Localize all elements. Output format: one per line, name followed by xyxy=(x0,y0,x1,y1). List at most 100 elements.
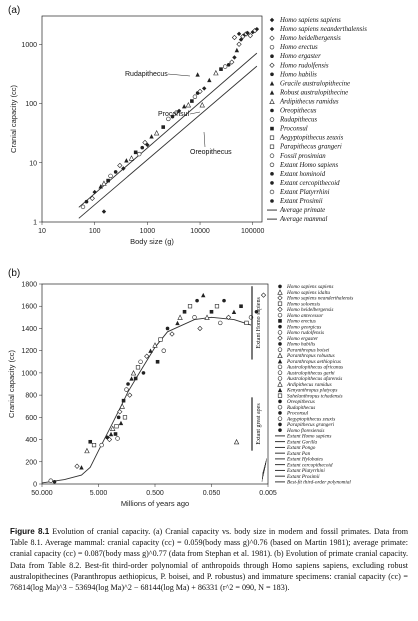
y-tick-label-b: 800 xyxy=(25,393,37,400)
best-fit-polynomial-line xyxy=(41,316,252,484)
extant-small-primate-bar xyxy=(265,458,267,466)
legend-label-b: Extant Homo sapiens xyxy=(286,434,331,440)
annotation-leader-oreopithecus xyxy=(203,131,206,148)
x-tick-label-a: 100000 xyxy=(241,228,264,235)
legend-marker-b xyxy=(277,289,283,295)
legend-label-a: Robust australopithecine xyxy=(279,89,348,96)
legend-label-b: Oreopithecus xyxy=(287,399,315,405)
legend-label-a: Homo erectus xyxy=(279,44,318,51)
legend-marker-a xyxy=(270,72,274,77)
data-point-b xyxy=(110,425,116,431)
x-axis-label-b: Millions of years ago xyxy=(121,499,189,508)
legend-marker-b xyxy=(277,352,283,358)
legend-marker-a xyxy=(269,117,275,122)
data-point-a xyxy=(231,34,238,41)
label-extant-homo-sapiens: Extant Homo sapiens xyxy=(256,297,262,349)
extant-small-primate-bar xyxy=(263,465,266,474)
data-point-a xyxy=(234,47,240,53)
y-tick-label-b: 600 xyxy=(25,415,37,422)
legend-marker-b xyxy=(277,358,283,364)
plot-frame-a xyxy=(41,15,263,223)
legend-marker-a xyxy=(270,108,274,113)
legend-label-a: Extant Prosimii xyxy=(279,198,323,205)
data-point-a xyxy=(173,110,179,116)
data-point-b xyxy=(165,326,170,331)
data-point-b xyxy=(197,325,203,332)
x-tick-label-b: 0.500 xyxy=(146,490,164,497)
data-point-b xyxy=(79,465,84,470)
legend-label-b: Homo georgicus xyxy=(286,324,321,330)
data-point-a xyxy=(145,142,150,148)
data-point-b xyxy=(155,359,160,364)
annotation-leader-rudapithecus xyxy=(167,73,191,77)
data-point-b xyxy=(116,415,121,420)
legend-label-b: Rudapithecus xyxy=(286,405,315,411)
legend-label-a: Extant hominoid xyxy=(279,171,326,178)
x-tick-label-a: 1000 xyxy=(140,228,156,235)
caption-title: Figure 8.1 xyxy=(10,527,50,536)
data-point-b xyxy=(192,315,197,320)
legend-marker-a xyxy=(270,54,274,58)
legend-marker-a xyxy=(269,98,275,104)
data-point-a xyxy=(98,184,103,189)
legend-label-b: Homo soloensis xyxy=(286,301,320,307)
legend-label-a: Homo ergaster xyxy=(279,53,321,60)
legend-marker-a xyxy=(269,90,275,95)
legend-marker-b xyxy=(278,324,282,329)
data-point-b xyxy=(182,309,187,314)
data-point-a xyxy=(133,150,138,155)
x-tick-label-a: 10000 xyxy=(190,228,210,235)
legend-label-b: Parapithecus grangeri xyxy=(286,422,335,428)
data-point-b xyxy=(225,314,232,320)
legend-marker-b xyxy=(278,284,282,289)
x-axis-label-a: Body size (g) xyxy=(130,237,174,246)
data-point-a xyxy=(181,104,187,109)
extant-small-primate-bar xyxy=(262,467,265,477)
legend-marker-b xyxy=(278,342,282,346)
x-tick-label-b: 5.000 xyxy=(90,490,108,497)
legend-marker-b xyxy=(277,347,283,352)
y-axis-label-a: Cranial capacity (cc) xyxy=(9,85,18,153)
legend-marker-b xyxy=(277,306,283,313)
data-point-a xyxy=(254,26,260,32)
data-point-b xyxy=(161,348,166,353)
legend-marker-a xyxy=(269,26,275,32)
data-point-b xyxy=(130,370,137,376)
data-point-a xyxy=(202,86,207,91)
data-point-b xyxy=(74,463,80,469)
data-point-b xyxy=(118,420,124,426)
legend-label-b: Australopithecus africanus xyxy=(286,364,343,371)
y-tick-label-b: 1400 xyxy=(21,326,37,333)
legend-label-a: Homo rudolfensis xyxy=(279,62,329,69)
data-point-b xyxy=(148,348,153,353)
data-point-b xyxy=(119,403,125,409)
data-point-a xyxy=(192,94,198,99)
y-axis-label-b: Cranial capacity (cc) xyxy=(7,350,16,418)
legend-marker-a xyxy=(269,35,275,41)
legend-marker-b xyxy=(278,319,282,323)
legend-label-a: Average primate xyxy=(279,207,325,214)
data-point-a xyxy=(222,64,228,69)
legend-label-b: Paranthropus boisei xyxy=(286,347,330,353)
data-point-a xyxy=(190,99,194,103)
extant-small-primate-bar xyxy=(264,462,266,471)
data-point-b xyxy=(122,415,128,420)
legend-label-a: Parapithecus grangeri xyxy=(279,144,342,151)
data-point-a xyxy=(137,151,142,157)
legend-marker-a xyxy=(269,62,275,68)
data-point-a xyxy=(226,63,231,67)
legend-marker-b xyxy=(278,428,282,432)
legend-marker-b xyxy=(278,411,282,415)
annotation-proconsul: Proconsul xyxy=(158,111,190,118)
legend-marker-a xyxy=(270,172,274,176)
legend-label-a: Extant Platyrrhini xyxy=(279,189,330,196)
data-point-a xyxy=(84,199,89,204)
legend-marker-b xyxy=(277,376,283,381)
annotation-leader-proconsul xyxy=(189,111,201,115)
legend-label-b: Extant Gorilla xyxy=(286,439,318,445)
legend-label-b: Homo antecessor xyxy=(286,313,324,319)
data-point-a xyxy=(213,69,219,76)
y-tick-label-a: 1000 xyxy=(21,42,37,49)
legend-marker-a xyxy=(269,44,275,50)
legend-marker-b xyxy=(277,335,283,341)
